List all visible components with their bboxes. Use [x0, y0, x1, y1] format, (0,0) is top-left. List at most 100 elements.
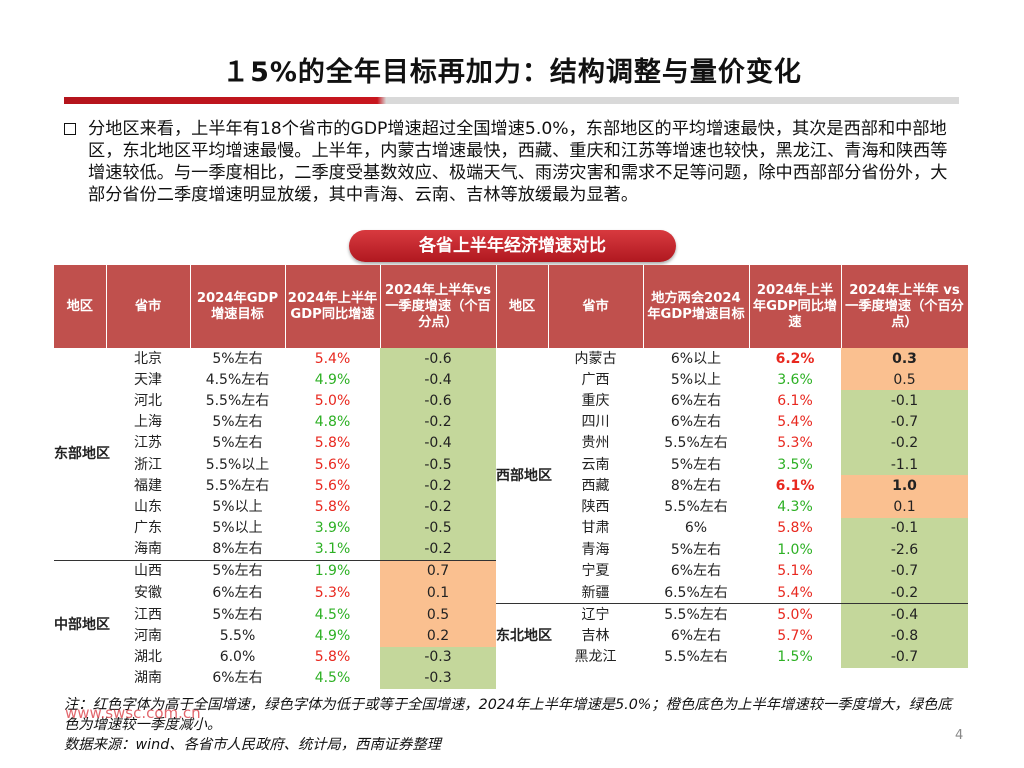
table-row: 东部地区 北京 5%左右 5.4% -0.6 西部地区 内蒙古 6%以上 6.2% 0.3: [54, 348, 968, 605]
province-cell: 四川: [581, 414, 610, 431]
intro-text: 分地区来看，上半年有18个省市的GDP增速超过全国增速5.0%，东部地区的平均增…: [88, 119, 948, 205]
target-cell: 5%左右: [212, 414, 263, 431]
header-h1-growth: 2024年上半年GDP同比增速: [285, 265, 381, 348]
target-cell: 6%左右: [670, 392, 722, 409]
change-cell: -0.2: [380, 538, 496, 561]
target-cell: 5.5%左右: [664, 435, 728, 452]
growth-cell: 5.7%: [777, 628, 813, 645]
target-cell: 4.5%左右: [205, 371, 270, 388]
target-cell: 5.5%左右: [205, 477, 270, 494]
table-row: 中部地区 山西 5%左右 1.9% 0.7 宁夏 6%左右 5.1% -0.7: [54, 560, 968, 633]
growth-cell: 3.5%: [777, 456, 813, 473]
growth-cell: 3.6%: [777, 371, 813, 388]
province-cell: 宁夏: [581, 563, 610, 580]
empty-cell: [749, 668, 841, 689]
change-cell: -0.1: [841, 390, 968, 412]
province-cell: 江西: [134, 606, 162, 623]
growth-cell: 4.9%: [314, 371, 351, 388]
target-cell: 6.0%: [219, 649, 256, 666]
target-cell: 6%左右: [670, 563, 722, 580]
province-cell: 江苏: [134, 435, 162, 452]
change-cell: -0.7: [841, 560, 968, 583]
watermark-url: www.swsc.com.cn: [65, 704, 201, 722]
province-cell: 河北: [134, 392, 162, 409]
target-cell: 6%左右: [212, 584, 263, 601]
change-cell: -0.6: [380, 390, 496, 412]
header-h1-growth: 2024年上半年GDP同比增速: [749, 265, 842, 348]
target-cell: 5%左右: [212, 350, 263, 367]
province-cell: 西藏: [581, 477, 610, 494]
table-row: 福建 5.5%左右 5.6% -0.2 西藏 8%左右 6.1% 1.0: [54, 475, 968, 497]
change-cell: -0.4: [841, 603, 968, 626]
growth-cell: 1.5%: [777, 649, 813, 666]
target-cell: 6%左右: [670, 628, 722, 645]
slide-title: １5%的全年目标再加力：结构调整与量价变化: [222, 57, 802, 88]
growth-cell: 5.3%: [314, 584, 351, 601]
target-cell: 5%左右: [212, 563, 263, 580]
table-title: 各省上半年经济增速对比: [349, 230, 676, 262]
target-cell: 5%左右: [212, 606, 263, 623]
change-cell: -0.2: [380, 411, 496, 433]
table-row: 海南 8%左右 3.1% -0.2 青海 5%左右 1.0% -2.6: [54, 538, 968, 561]
table-row: 天津 4.5%左右 4.9% -0.4 广西 5%以上 3.6% 0.5: [54, 369, 968, 391]
target-cell: 5%左右: [670, 541, 722, 558]
growth-cell: 3.1%: [285, 538, 380, 561]
province-cell: 浙江: [134, 456, 162, 473]
change-cell: -0.5: [380, 453, 496, 476]
empty-cell: [643, 668, 749, 689]
change-cell: -0.8: [841, 625, 968, 647]
table-row: 湖南 6%左右 4.5% -0.3: [54, 667, 968, 689]
province-cell: 上海: [134, 414, 162, 431]
target-cell: 5.5%左右: [664, 606, 728, 623]
change-cell: -0.7: [841, 411, 968, 433]
province-cell: 云南: [581, 456, 610, 473]
change-cell: -1.1: [841, 453, 968, 476]
growth-cell: 5.6%: [314, 456, 351, 473]
province-cell: 吉林: [581, 628, 610, 645]
province-cell: 新疆: [548, 582, 643, 605]
table-row: 河北 5.5%左右 5.0% -0.6 重庆 6%左右 6.1% -0.1: [54, 390, 968, 412]
province-cell: 河南: [134, 628, 162, 645]
change-cell: -0.5: [380, 517, 496, 539]
growth-cell: 6.2%: [775, 350, 815, 367]
change-cell: -0.2: [841, 582, 968, 605]
growth-cell: 3.9%: [314, 520, 351, 537]
change-cell: -0.6: [380, 348, 496, 370]
table-row: 江苏 5%左右 5.8% -0.4 贵州 5.5%左右 5.3% -0.2: [54, 432, 968, 454]
target-cell: 6%: [684, 520, 708, 537]
province-cell: 辽宁: [581, 606, 610, 623]
growth-cell: 5.8%: [314, 435, 351, 452]
province-cell: 贵州: [581, 435, 610, 452]
target-cell: 5%以上: [212, 498, 263, 515]
province-cell: 山西: [134, 563, 162, 580]
change-cell: 0.5: [841, 369, 968, 391]
change-cell: -0.4: [380, 369, 496, 391]
target-cell: 5%以上: [212, 520, 263, 537]
province-cell: 湖南: [134, 670, 162, 687]
growth-cell: 1.0%: [777, 541, 813, 558]
province-cell: 广西: [581, 371, 610, 388]
growth-cell: 4.8%: [314, 414, 351, 431]
growth-cell: 4.5%: [314, 606, 351, 623]
table-row: 山东 5%以上 5.8% -0.2 陕西 5.5%左右 4.3% 0.1: [54, 496, 968, 518]
change-cell: -0.4: [380, 432, 496, 454]
province-cell: 重庆: [581, 392, 610, 409]
province-cell: 陕西: [581, 498, 610, 515]
table-row: 浙江 5.5%以上 5.6% -0.5 云南 5%左右 3.5% -1.1: [54, 453, 968, 476]
header-province: 省市: [548, 265, 644, 348]
intro-paragraph: 分地区来看，上半年有18个省市的GDP增速超过全国增速5.0%，东部地区的平均增…: [64, 118, 964, 206]
target-cell: 8%左右: [190, 538, 285, 561]
header-region: 地区: [54, 265, 107, 348]
province-cell: 甘肃: [581, 520, 610, 537]
change-cell: 0.5: [380, 603, 496, 626]
change-cell: -2.6: [841, 538, 968, 561]
growth-cell: 4.3%: [777, 498, 813, 515]
change-cell: -0.1: [841, 517, 968, 539]
change-cell: 1.0: [841, 475, 968, 497]
province-cell: 福建: [134, 477, 162, 494]
change-cell: 0.3: [841, 348, 968, 370]
target-cell: 5.5%左右: [664, 649, 728, 666]
change-cell: -0.3: [380, 667, 496, 689]
province-cell: 湖北: [134, 649, 162, 666]
target-cell: 5.5%以上: [205, 456, 270, 473]
